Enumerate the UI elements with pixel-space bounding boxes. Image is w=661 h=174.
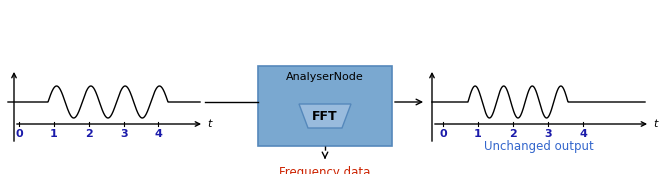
Text: 1: 1 — [474, 129, 482, 139]
Text: 2: 2 — [85, 129, 93, 139]
Text: FFT: FFT — [312, 109, 338, 122]
Text: 4: 4 — [579, 129, 587, 139]
Text: 0: 0 — [15, 129, 23, 139]
Text: Unchanged output: Unchanged output — [484, 140, 594, 153]
Text: 3: 3 — [120, 129, 128, 139]
Text: 0: 0 — [439, 129, 447, 139]
Text: Frequency data: Frequency data — [280, 166, 371, 174]
Text: AnalyserNode: AnalyserNode — [286, 72, 364, 82]
Text: 1: 1 — [50, 129, 58, 139]
Text: 3: 3 — [544, 129, 552, 139]
Text: t: t — [207, 119, 212, 129]
Text: t: t — [653, 119, 658, 129]
Text: 4: 4 — [154, 129, 162, 139]
Polygon shape — [299, 104, 351, 128]
Text: 2: 2 — [509, 129, 517, 139]
FancyBboxPatch shape — [258, 66, 392, 146]
